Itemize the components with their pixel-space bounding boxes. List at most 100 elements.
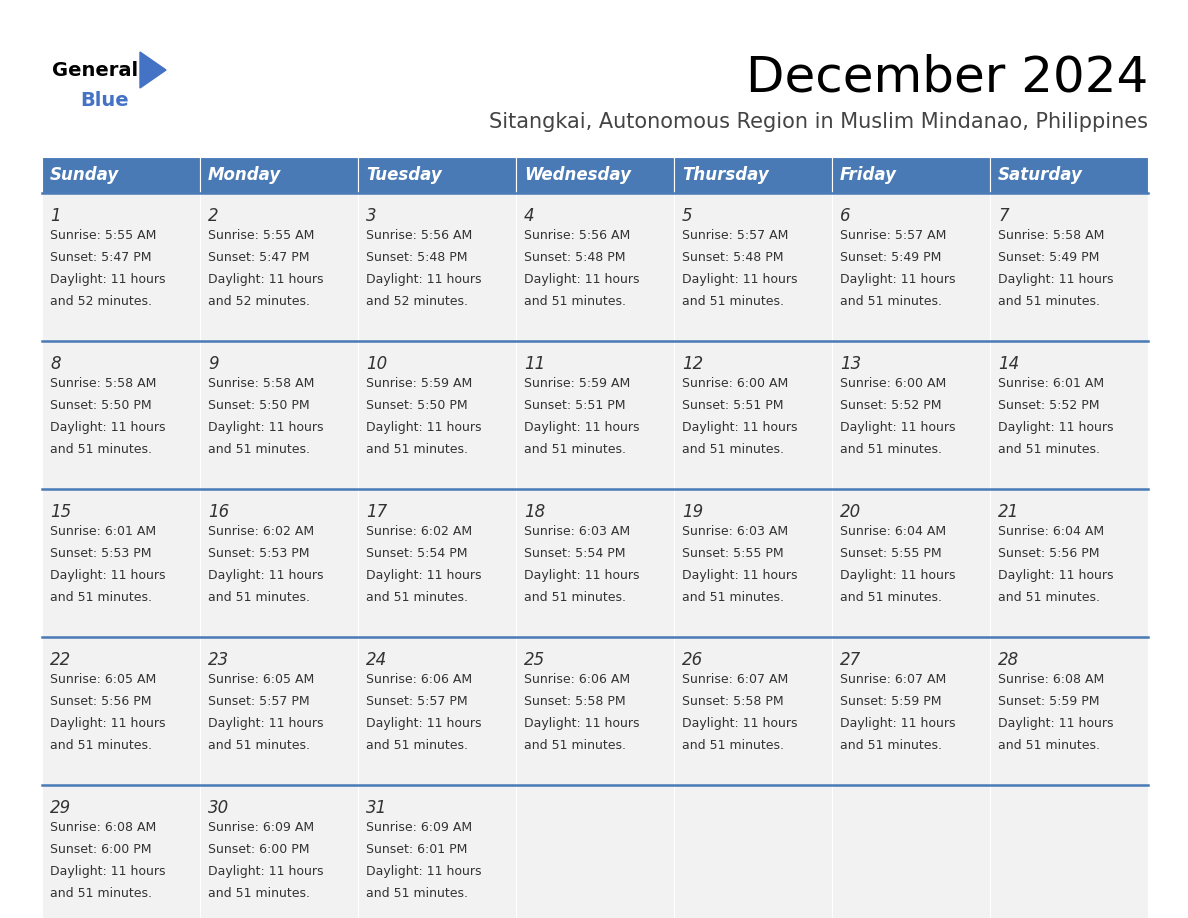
Text: Sunrise: 5:59 AM: Sunrise: 5:59 AM xyxy=(524,377,631,390)
Text: and 51 minutes.: and 51 minutes. xyxy=(682,443,784,456)
Bar xyxy=(200,157,358,193)
Text: and 51 minutes.: and 51 minutes. xyxy=(208,887,310,900)
Text: and 51 minutes.: and 51 minutes. xyxy=(50,739,152,752)
Text: Daylight: 11 hours: Daylight: 11 hours xyxy=(840,569,955,582)
Text: and 51 minutes.: and 51 minutes. xyxy=(840,739,942,752)
Text: Sunset: 6:01 PM: Sunset: 6:01 PM xyxy=(366,843,467,856)
Text: 21: 21 xyxy=(998,503,1019,521)
Text: Daylight: 11 hours: Daylight: 11 hours xyxy=(208,569,323,582)
Text: and 51 minutes.: and 51 minutes. xyxy=(840,591,942,604)
Text: 8: 8 xyxy=(50,355,61,373)
Text: Sunrise: 6:07 AM: Sunrise: 6:07 AM xyxy=(840,673,947,686)
Bar xyxy=(42,157,200,193)
Text: and 51 minutes.: and 51 minutes. xyxy=(998,739,1100,752)
Text: Sunrise: 6:01 AM: Sunrise: 6:01 AM xyxy=(50,525,156,538)
Text: Sunset: 5:49 PM: Sunset: 5:49 PM xyxy=(998,251,1099,264)
Text: and 51 minutes.: and 51 minutes. xyxy=(208,739,310,752)
Text: and 51 minutes.: and 51 minutes. xyxy=(366,591,468,604)
Text: and 51 minutes.: and 51 minutes. xyxy=(366,887,468,900)
Text: Daylight: 11 hours: Daylight: 11 hours xyxy=(524,421,639,434)
Bar xyxy=(200,489,358,637)
Text: Sunset: 5:56 PM: Sunset: 5:56 PM xyxy=(998,547,1100,560)
Text: Sunset: 5:50 PM: Sunset: 5:50 PM xyxy=(50,399,152,412)
Text: Saturday: Saturday xyxy=(998,166,1083,184)
Text: Sunrise: 6:07 AM: Sunrise: 6:07 AM xyxy=(682,673,789,686)
Text: Daylight: 11 hours: Daylight: 11 hours xyxy=(682,569,797,582)
Text: 18: 18 xyxy=(524,503,545,521)
Bar xyxy=(516,637,674,785)
Text: Sunrise: 5:57 AM: Sunrise: 5:57 AM xyxy=(682,229,789,242)
Text: Monday: Monday xyxy=(208,166,282,184)
Text: Daylight: 11 hours: Daylight: 11 hours xyxy=(998,273,1113,286)
Text: Sunset: 5:53 PM: Sunset: 5:53 PM xyxy=(208,547,310,560)
Bar xyxy=(200,785,358,918)
Text: Sunrise: 6:03 AM: Sunrise: 6:03 AM xyxy=(524,525,630,538)
Text: Sunrise: 5:56 AM: Sunrise: 5:56 AM xyxy=(366,229,473,242)
Text: 15: 15 xyxy=(50,503,71,521)
Bar xyxy=(990,637,1148,785)
Text: 13: 13 xyxy=(840,355,861,373)
Text: Sunrise: 6:09 AM: Sunrise: 6:09 AM xyxy=(208,821,314,834)
Text: Sunday: Sunday xyxy=(50,166,119,184)
Text: Sunrise: 6:00 AM: Sunrise: 6:00 AM xyxy=(682,377,789,390)
Text: Daylight: 11 hours: Daylight: 11 hours xyxy=(366,569,481,582)
Text: and 51 minutes.: and 51 minutes. xyxy=(366,443,468,456)
Text: 2: 2 xyxy=(208,207,219,225)
Text: Daylight: 11 hours: Daylight: 11 hours xyxy=(998,421,1113,434)
Text: 1: 1 xyxy=(50,207,61,225)
Bar xyxy=(516,785,674,918)
Text: 29: 29 xyxy=(50,799,71,817)
Text: and 51 minutes.: and 51 minutes. xyxy=(998,295,1100,308)
Text: Sunset: 5:51 PM: Sunset: 5:51 PM xyxy=(524,399,626,412)
Text: and 51 minutes.: and 51 minutes. xyxy=(50,591,152,604)
Text: 10: 10 xyxy=(366,355,387,373)
Text: Sunrise: 6:08 AM: Sunrise: 6:08 AM xyxy=(50,821,157,834)
Text: Sunset: 5:49 PM: Sunset: 5:49 PM xyxy=(840,251,941,264)
Text: 9: 9 xyxy=(208,355,219,373)
Bar xyxy=(42,341,200,489)
Text: Sunset: 5:53 PM: Sunset: 5:53 PM xyxy=(50,547,152,560)
Text: 23: 23 xyxy=(208,651,229,669)
Text: 14: 14 xyxy=(998,355,1019,373)
Bar xyxy=(42,785,200,918)
Text: Daylight: 11 hours: Daylight: 11 hours xyxy=(50,273,165,286)
Bar xyxy=(516,157,674,193)
Text: Sunset: 6:00 PM: Sunset: 6:00 PM xyxy=(208,843,310,856)
Text: Sunrise: 6:08 AM: Sunrise: 6:08 AM xyxy=(998,673,1105,686)
Bar xyxy=(674,193,832,341)
Text: Sunset: 6:00 PM: Sunset: 6:00 PM xyxy=(50,843,152,856)
Text: Daylight: 11 hours: Daylight: 11 hours xyxy=(208,717,323,730)
Text: Daylight: 11 hours: Daylight: 11 hours xyxy=(50,865,165,878)
Text: Sunset: 5:57 PM: Sunset: 5:57 PM xyxy=(366,695,468,708)
Text: and 51 minutes.: and 51 minutes. xyxy=(524,739,626,752)
Bar xyxy=(832,489,990,637)
Text: Daylight: 11 hours: Daylight: 11 hours xyxy=(366,421,481,434)
Bar xyxy=(832,193,990,341)
Text: Sunrise: 6:06 AM: Sunrise: 6:06 AM xyxy=(524,673,630,686)
Text: 20: 20 xyxy=(840,503,861,521)
Text: 3: 3 xyxy=(366,207,377,225)
Text: 4: 4 xyxy=(524,207,535,225)
Text: 12: 12 xyxy=(682,355,703,373)
Text: Sunrise: 6:04 AM: Sunrise: 6:04 AM xyxy=(840,525,946,538)
Text: and 51 minutes.: and 51 minutes. xyxy=(840,295,942,308)
Text: Sunrise: 6:01 AM: Sunrise: 6:01 AM xyxy=(998,377,1104,390)
Text: Sunset: 5:54 PM: Sunset: 5:54 PM xyxy=(524,547,626,560)
Text: Daylight: 11 hours: Daylight: 11 hours xyxy=(50,421,165,434)
Text: Daylight: 11 hours: Daylight: 11 hours xyxy=(840,717,955,730)
Text: General: General xyxy=(52,61,138,80)
Text: Daylight: 11 hours: Daylight: 11 hours xyxy=(208,273,323,286)
Text: and 51 minutes.: and 51 minutes. xyxy=(366,739,468,752)
Text: Daylight: 11 hours: Daylight: 11 hours xyxy=(208,421,323,434)
Bar xyxy=(674,157,832,193)
Text: Daylight: 11 hours: Daylight: 11 hours xyxy=(840,273,955,286)
Text: Sunset: 5:57 PM: Sunset: 5:57 PM xyxy=(208,695,310,708)
Text: Daylight: 11 hours: Daylight: 11 hours xyxy=(50,717,165,730)
Text: Sunrise: 6:06 AM: Sunrise: 6:06 AM xyxy=(366,673,472,686)
Text: Daylight: 11 hours: Daylight: 11 hours xyxy=(366,273,481,286)
Bar xyxy=(674,637,832,785)
Text: Daylight: 11 hours: Daylight: 11 hours xyxy=(366,865,481,878)
Text: Tuesday: Tuesday xyxy=(366,166,442,184)
Text: Sunrise: 5:58 AM: Sunrise: 5:58 AM xyxy=(208,377,315,390)
Text: 28: 28 xyxy=(998,651,1019,669)
